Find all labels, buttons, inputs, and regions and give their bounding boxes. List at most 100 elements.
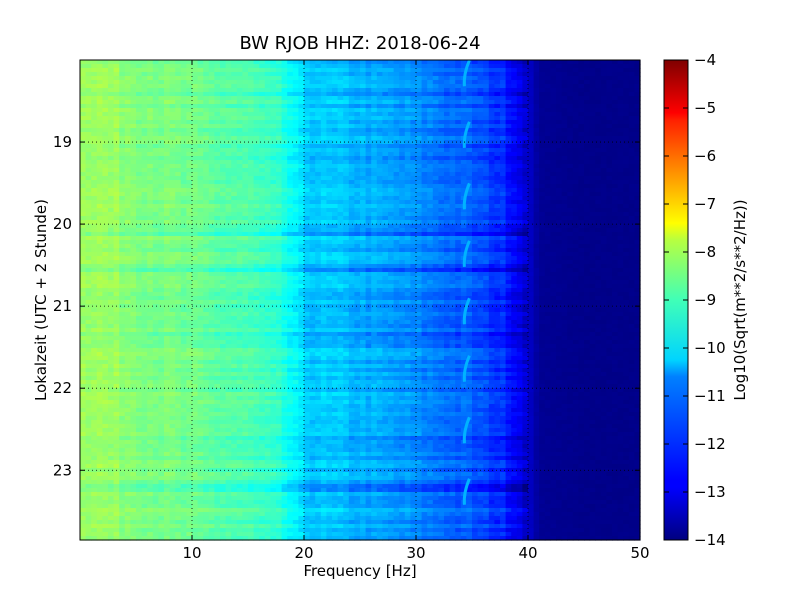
heatmap-cell [584,104,591,109]
heatmap-cell [152,64,159,69]
heatmap-cell [192,84,199,89]
heatmap-cell [259,220,266,225]
heatmap-cell [376,116,383,121]
heatmap-cell [360,128,367,133]
heatmap-cell [483,68,490,73]
heatmap-cell [432,68,439,73]
heatmap-cell [175,108,182,113]
heatmap-cell [85,80,92,85]
heatmap-cell [332,192,339,197]
heatmap-cell [488,84,495,89]
heatmap-cell [332,92,339,97]
heatmap-cell [556,92,563,97]
heatmap-cell [242,172,249,177]
heatmap-cell [315,72,322,77]
heatmap-cell [505,148,512,153]
heatmap-cell [427,68,434,73]
heatmap-cell [298,104,305,109]
heatmap-cell [365,136,372,141]
heatmap-cell [449,244,456,249]
heatmap-cell [488,228,495,233]
heatmap-cell [136,212,143,217]
heatmap-cell [444,168,451,173]
heatmap-cell [108,112,115,117]
heatmap-cell [326,128,333,133]
heatmap-cell [124,120,131,125]
heatmap-cell [578,120,585,125]
heatmap-cell [617,112,624,117]
heatmap-cell [96,116,103,121]
heatmap-cell [203,60,210,65]
heatmap-cell [460,108,467,113]
heatmap-cell [304,208,311,213]
heatmap-cell [113,80,120,85]
heatmap-cell [488,200,495,205]
heatmap-cell [348,76,355,81]
heatmap-cell [292,156,299,161]
heatmap-cell [494,168,501,173]
heatmap-cell [572,140,579,145]
heatmap-cell [376,168,383,173]
heatmap-cell [606,136,613,141]
heatmap-cell [124,204,131,209]
heatmap-cell [119,112,126,117]
heatmap-cell [124,124,131,129]
heatmap-cell [544,220,551,225]
heatmap-cell [589,76,596,81]
heatmap-cell [556,128,563,133]
heatmap-cell [186,164,193,169]
heatmap-cell [348,60,355,65]
heatmap-cell [147,148,154,153]
heatmap-cell [550,220,557,225]
heatmap-cell [421,60,428,65]
heatmap-cell [147,88,154,93]
heatmap-cell [393,196,400,201]
heatmap-cell [427,80,434,85]
heatmap-cell [242,152,249,157]
heatmap-cell [438,184,445,189]
heatmap-cell [337,172,344,177]
heatmap-cell [236,252,243,257]
heatmap-cell [472,76,479,81]
heatmap-cell [253,88,260,93]
heatmap-cell [152,184,159,189]
heatmap-cell [516,120,523,125]
heatmap-cell [169,252,176,257]
heatmap-cell [158,196,165,201]
heatmap-cell [158,240,165,245]
heatmap-cell [91,240,98,245]
heatmap-cell [208,244,215,249]
heatmap-cell [544,108,551,113]
heatmap-cell [326,116,333,121]
heatmap-cell [337,152,344,157]
heatmap-cell [343,144,350,149]
heatmap-cell [617,88,624,93]
heatmap-cell [348,116,355,121]
heatmap-cell [455,148,462,153]
heatmap-cell [528,160,535,165]
heatmap-cell [623,232,630,237]
heatmap-cell [108,244,115,249]
heatmap-cell [326,184,333,189]
heatmap-cell [287,216,294,221]
heatmap-cell [203,196,210,201]
heatmap-cell [124,140,131,145]
heatmap-cell [371,200,378,205]
heatmap-cell [500,248,507,253]
heatmap-cell [326,188,333,193]
heatmap-cell [567,76,574,81]
heatmap-cell [494,144,501,149]
heatmap-cell [96,204,103,209]
heatmap-cell [164,248,171,253]
heatmap-cell [617,224,624,229]
heatmap-cell [572,160,579,165]
heatmap-cell [556,148,563,153]
heatmap-cell [572,152,579,157]
heatmap-cell [287,152,294,157]
heatmap-cell [628,88,635,93]
heatmap-cell [175,104,182,109]
heatmap-cell [483,248,490,253]
heatmap-cell [231,68,238,73]
heatmap-cell [281,244,288,249]
heatmap-cell [511,72,518,77]
